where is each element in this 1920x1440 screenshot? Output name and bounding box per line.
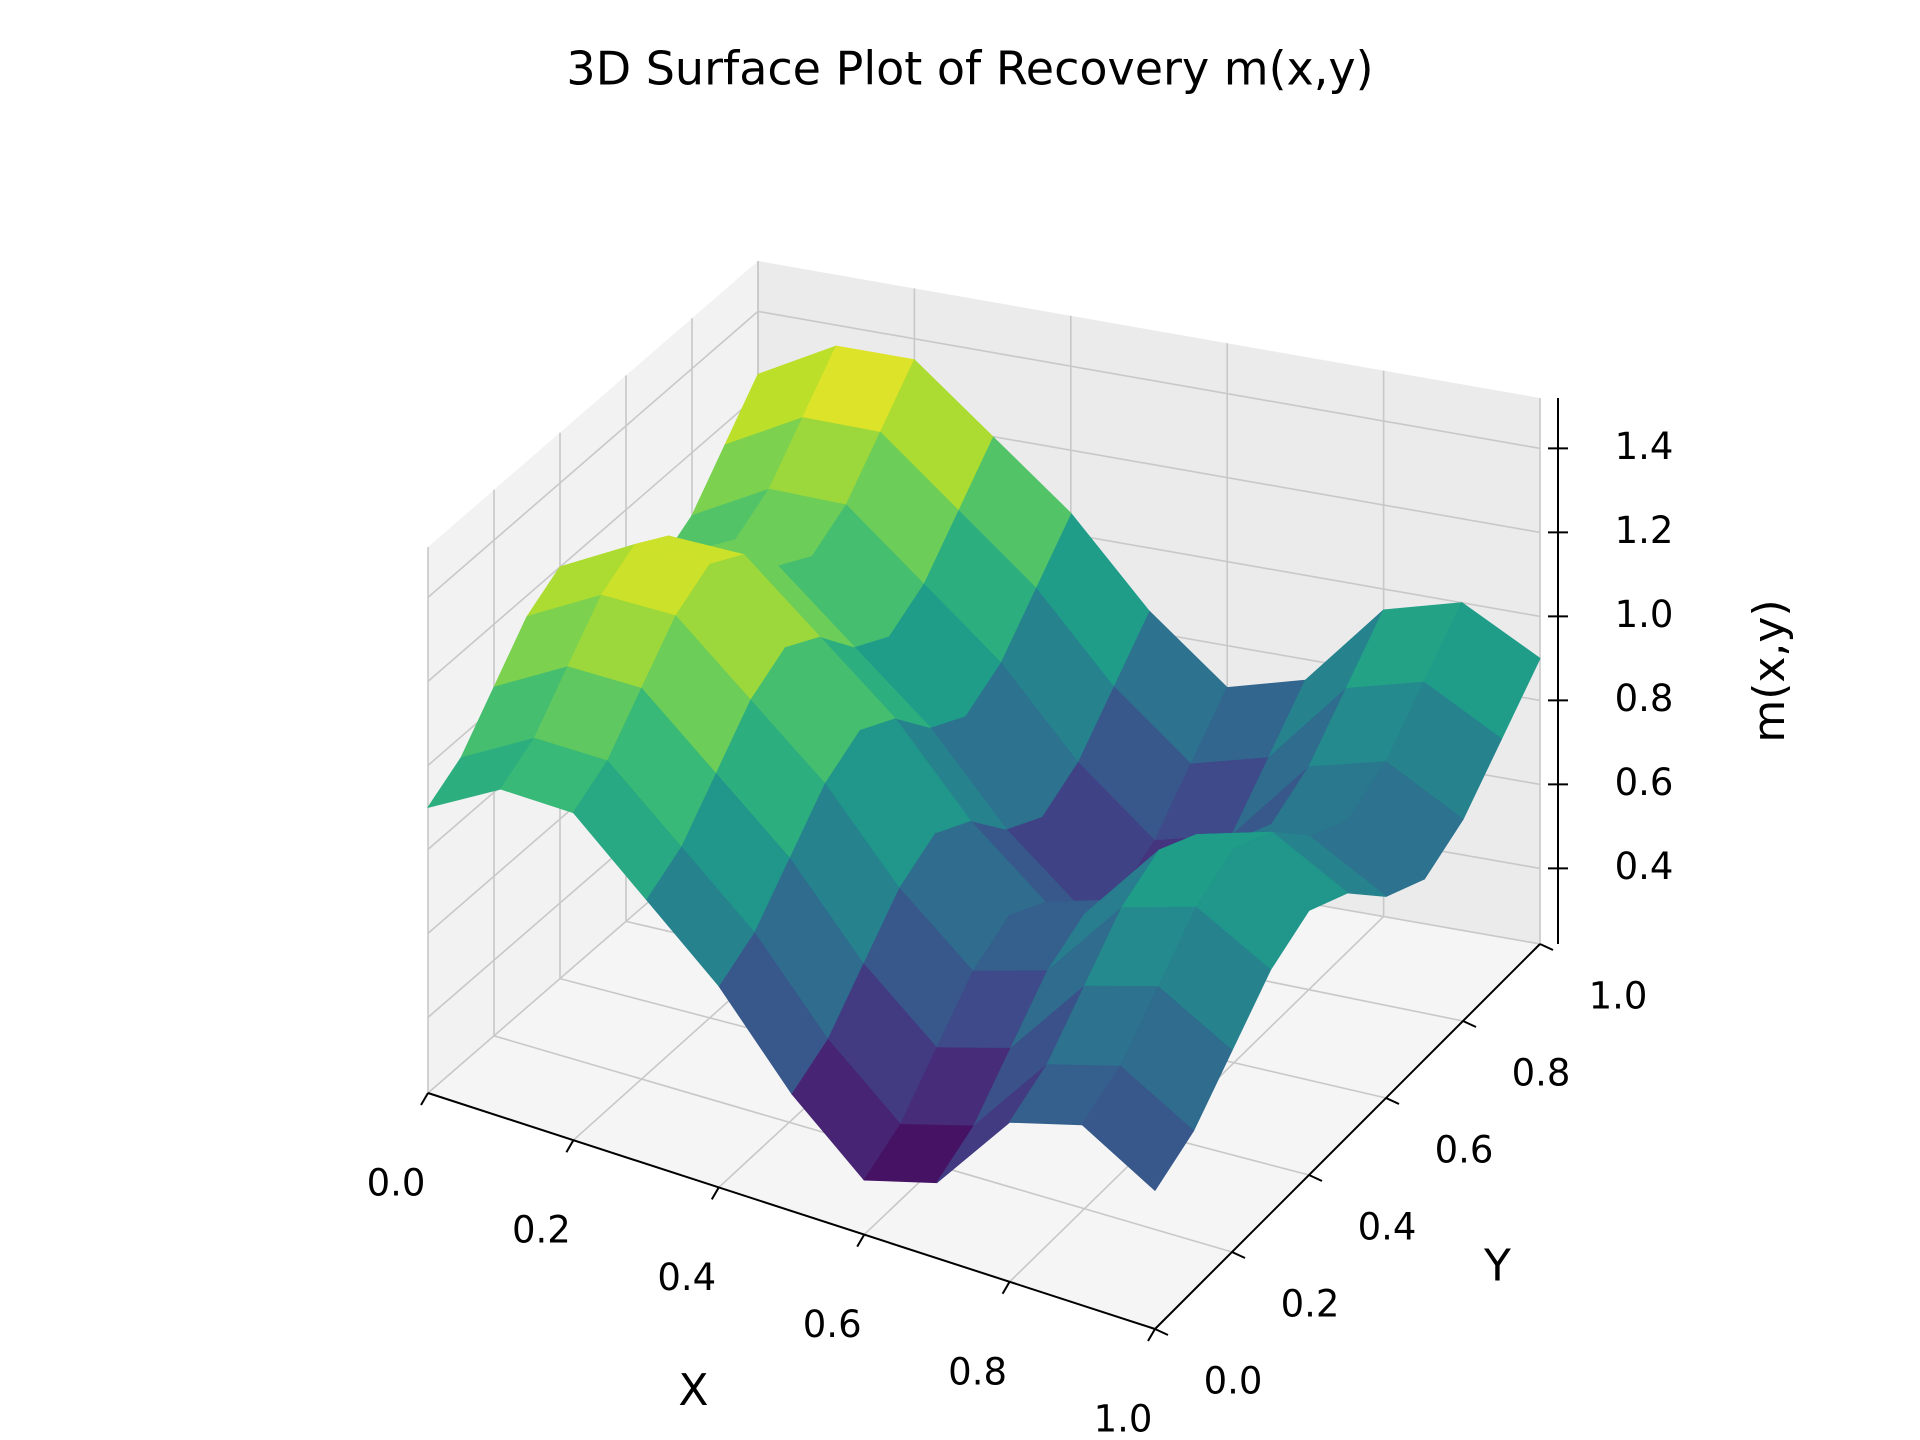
z-tick-label: 0.4	[1615, 845, 1674, 888]
surface	[427, 345, 1541, 1191]
y-tick	[1231, 1251, 1246, 1259]
x-tick	[1147, 1328, 1156, 1342]
x-tick	[420, 1092, 429, 1106]
y-tick-label: 0.8	[1512, 1052, 1571, 1095]
y-tick	[1308, 1174, 1323, 1182]
x-axis-line	[427, 1092, 1156, 1330]
x-tick	[565, 1139, 575, 1153]
x-tick	[1001, 1281, 1011, 1295]
z-tick-label: 0.8	[1615, 677, 1674, 720]
surface-patch	[572, 760, 682, 900]
x-tick-label: 0.6	[803, 1303, 862, 1346]
y-tick	[1154, 1328, 1169, 1336]
y-tick-label: 1.0	[1589, 975, 1648, 1018]
y-tick	[1462, 1020, 1477, 1028]
x-tick	[856, 1234, 866, 1248]
chart-title: 3D Surface Plot of Recovery m(x,y)	[566, 42, 1373, 96]
grid-line	[757, 310, 1541, 450]
grid-line	[427, 394, 759, 683]
y-tick	[1385, 1097, 1400, 1105]
y-axis-title: Y	[1483, 1241, 1511, 1292]
z-tick-label: 1.2	[1615, 509, 1674, 552]
y-tick-label: 0.2	[1281, 1283, 1340, 1326]
z-tick-label: 1.0	[1615, 593, 1674, 636]
x-tick	[710, 1186, 720, 1200]
grid-line	[427, 310, 759, 599]
z-axis-title: m(x,y)	[1744, 599, 1795, 742]
y-tick-label: 0.6	[1435, 1129, 1494, 1172]
y-axis-line	[1154, 943, 1541, 1330]
y-tick-label: 0.0	[1204, 1360, 1263, 1403]
x-tick-label: 0.0	[367, 1162, 426, 1205]
y-tick-label: 0.4	[1358, 1206, 1417, 1249]
x-axis-title: X	[678, 1365, 708, 1416]
x-tick-label: 0.2	[512, 1209, 571, 1252]
x-tick-label: 0.4	[657, 1256, 716, 1299]
z-tick-label: 0.6	[1615, 761, 1674, 804]
z-tick-label: 1.4	[1615, 425, 1674, 468]
surface-patch	[1081, 1065, 1194, 1191]
x-tick-label: 0.8	[948, 1350, 1007, 1393]
y-tick	[1539, 943, 1554, 951]
x-tick-label: 1.0	[1094, 1398, 1153, 1440]
